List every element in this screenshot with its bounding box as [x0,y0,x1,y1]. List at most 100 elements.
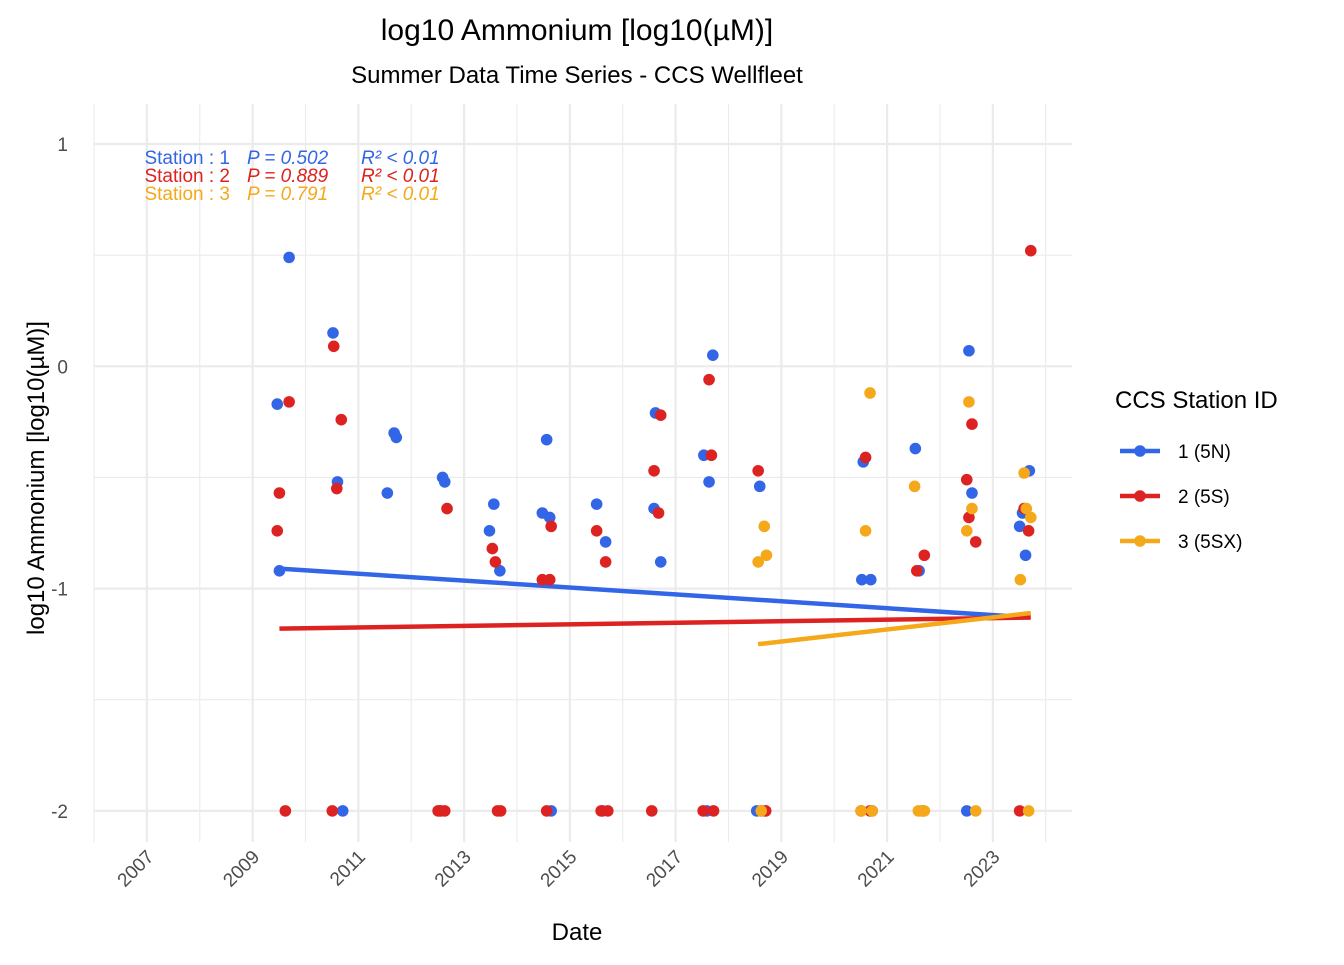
data-point [590,524,603,537]
trend-lines [279,566,1032,647]
data-point [755,805,768,817]
data-point [648,464,660,477]
data-point [1024,244,1037,257]
legend-item: 1 (5N) [1120,442,1231,463]
data-point [966,418,978,430]
y-tick-label: 1 [57,135,68,156]
legend-title: CCS Station ID [1115,387,1278,414]
data-point [336,805,349,817]
legend-items: 1 (5N) 2 (5S) 3 (5SX) [1120,442,1242,553]
data-point [654,409,667,422]
data-point [273,565,286,577]
annotation-p-value: P = 0.791 [247,184,328,205]
legend-label: 3 (5SX) [1178,532,1242,553]
data-point [483,524,496,537]
data-point [327,340,340,353]
data-point [1013,520,1026,533]
annotation-p-value: P = 0.502 [247,148,329,169]
data-point [918,805,931,817]
annotation-r2-value: R² < 0.01 [361,148,440,169]
data-point [960,805,973,817]
data-point [283,251,295,264]
data-point [283,396,295,408]
data-point [330,482,343,495]
stats-annotations: Station : 1 P = 0.502 R² < 0.01 Station … [144,148,439,205]
data-point [540,433,553,446]
legend-key-point [1134,490,1146,502]
legend-key-point [1134,535,1146,547]
annotation-station-3: Station : 3 P = 0.791 R² < 0.01 [144,184,439,205]
data-point [966,502,978,515]
data-point [963,396,975,408]
annotation-station-2: Station : 2 P = 0.889 R² < 0.01 [144,166,439,187]
data-point [752,556,764,568]
data-point [1024,511,1037,524]
data-point [866,805,879,817]
data-point [864,573,877,586]
data-point [381,487,394,499]
data-point [856,573,868,586]
data-point [969,805,982,817]
data-point [758,520,771,533]
chart-subtitle: Summer Data Time Series - CCS Wellfleet [351,62,803,89]
data-point [1022,524,1035,537]
data-point [540,805,553,817]
data-point [918,549,931,562]
data-point [438,476,451,488]
trend-line [279,615,1031,631]
data-point [1020,502,1033,515]
data-point [438,805,451,817]
data-point [494,565,506,577]
y-axis-label: log10 Ammonium [log10(µM)] [23,321,50,635]
data-point [910,565,923,577]
data-point [273,487,286,499]
annotation-station-1: Station : 1 P = 0.502 R² < 0.01 [144,148,439,169]
data-point [909,442,922,455]
data-point [271,524,284,537]
data-point [494,805,507,817]
data-point [543,573,556,586]
data-point [966,487,978,499]
y-tick-labels: 1 0 -1 -2 [51,135,68,823]
data-point [752,464,764,477]
data-point [760,549,773,562]
data-point [602,805,614,817]
data-point [707,805,720,817]
data-point [271,398,284,410]
data-point [859,451,872,464]
data-point [652,507,665,519]
legend-item: 2 (5S) [1120,487,1230,508]
data-point [753,480,766,493]
legend-label: 1 (5N) [1178,442,1231,463]
data-point [486,542,499,555]
data-point [488,498,500,510]
data-point [1014,573,1027,586]
data-point [599,556,612,568]
data-point [441,502,453,515]
annotation-r2-value: R² < 0.01 [361,166,440,187]
data-point [960,473,973,486]
x-axis-label: Date [552,919,603,946]
data-point [327,327,339,339]
data-point [1019,549,1032,562]
data-point [969,536,982,548]
legend-key-point [1134,445,1146,457]
data-point [697,805,709,817]
data-point [963,511,975,524]
legend-item: 3 (5SX) [1120,532,1242,553]
data-point [545,520,557,533]
annotation-r2-value: R² < 0.01 [361,184,440,205]
data-points [271,244,1037,817]
y-tick-label: -2 [51,802,68,823]
data-point [489,556,502,568]
y-tick-label: 0 [57,357,68,378]
legend-label: 2 (5S) [1178,487,1230,508]
annotation-station-label: Station : 1 [144,148,230,169]
data-point [335,413,348,426]
data-point [705,449,718,462]
data-point [326,805,339,817]
data-point [859,524,872,537]
data-point [1018,467,1030,479]
data-point [707,349,719,361]
legend: CCS Station ID 1 (5N) 2 (5S) 3 (5SX) [1115,387,1278,553]
